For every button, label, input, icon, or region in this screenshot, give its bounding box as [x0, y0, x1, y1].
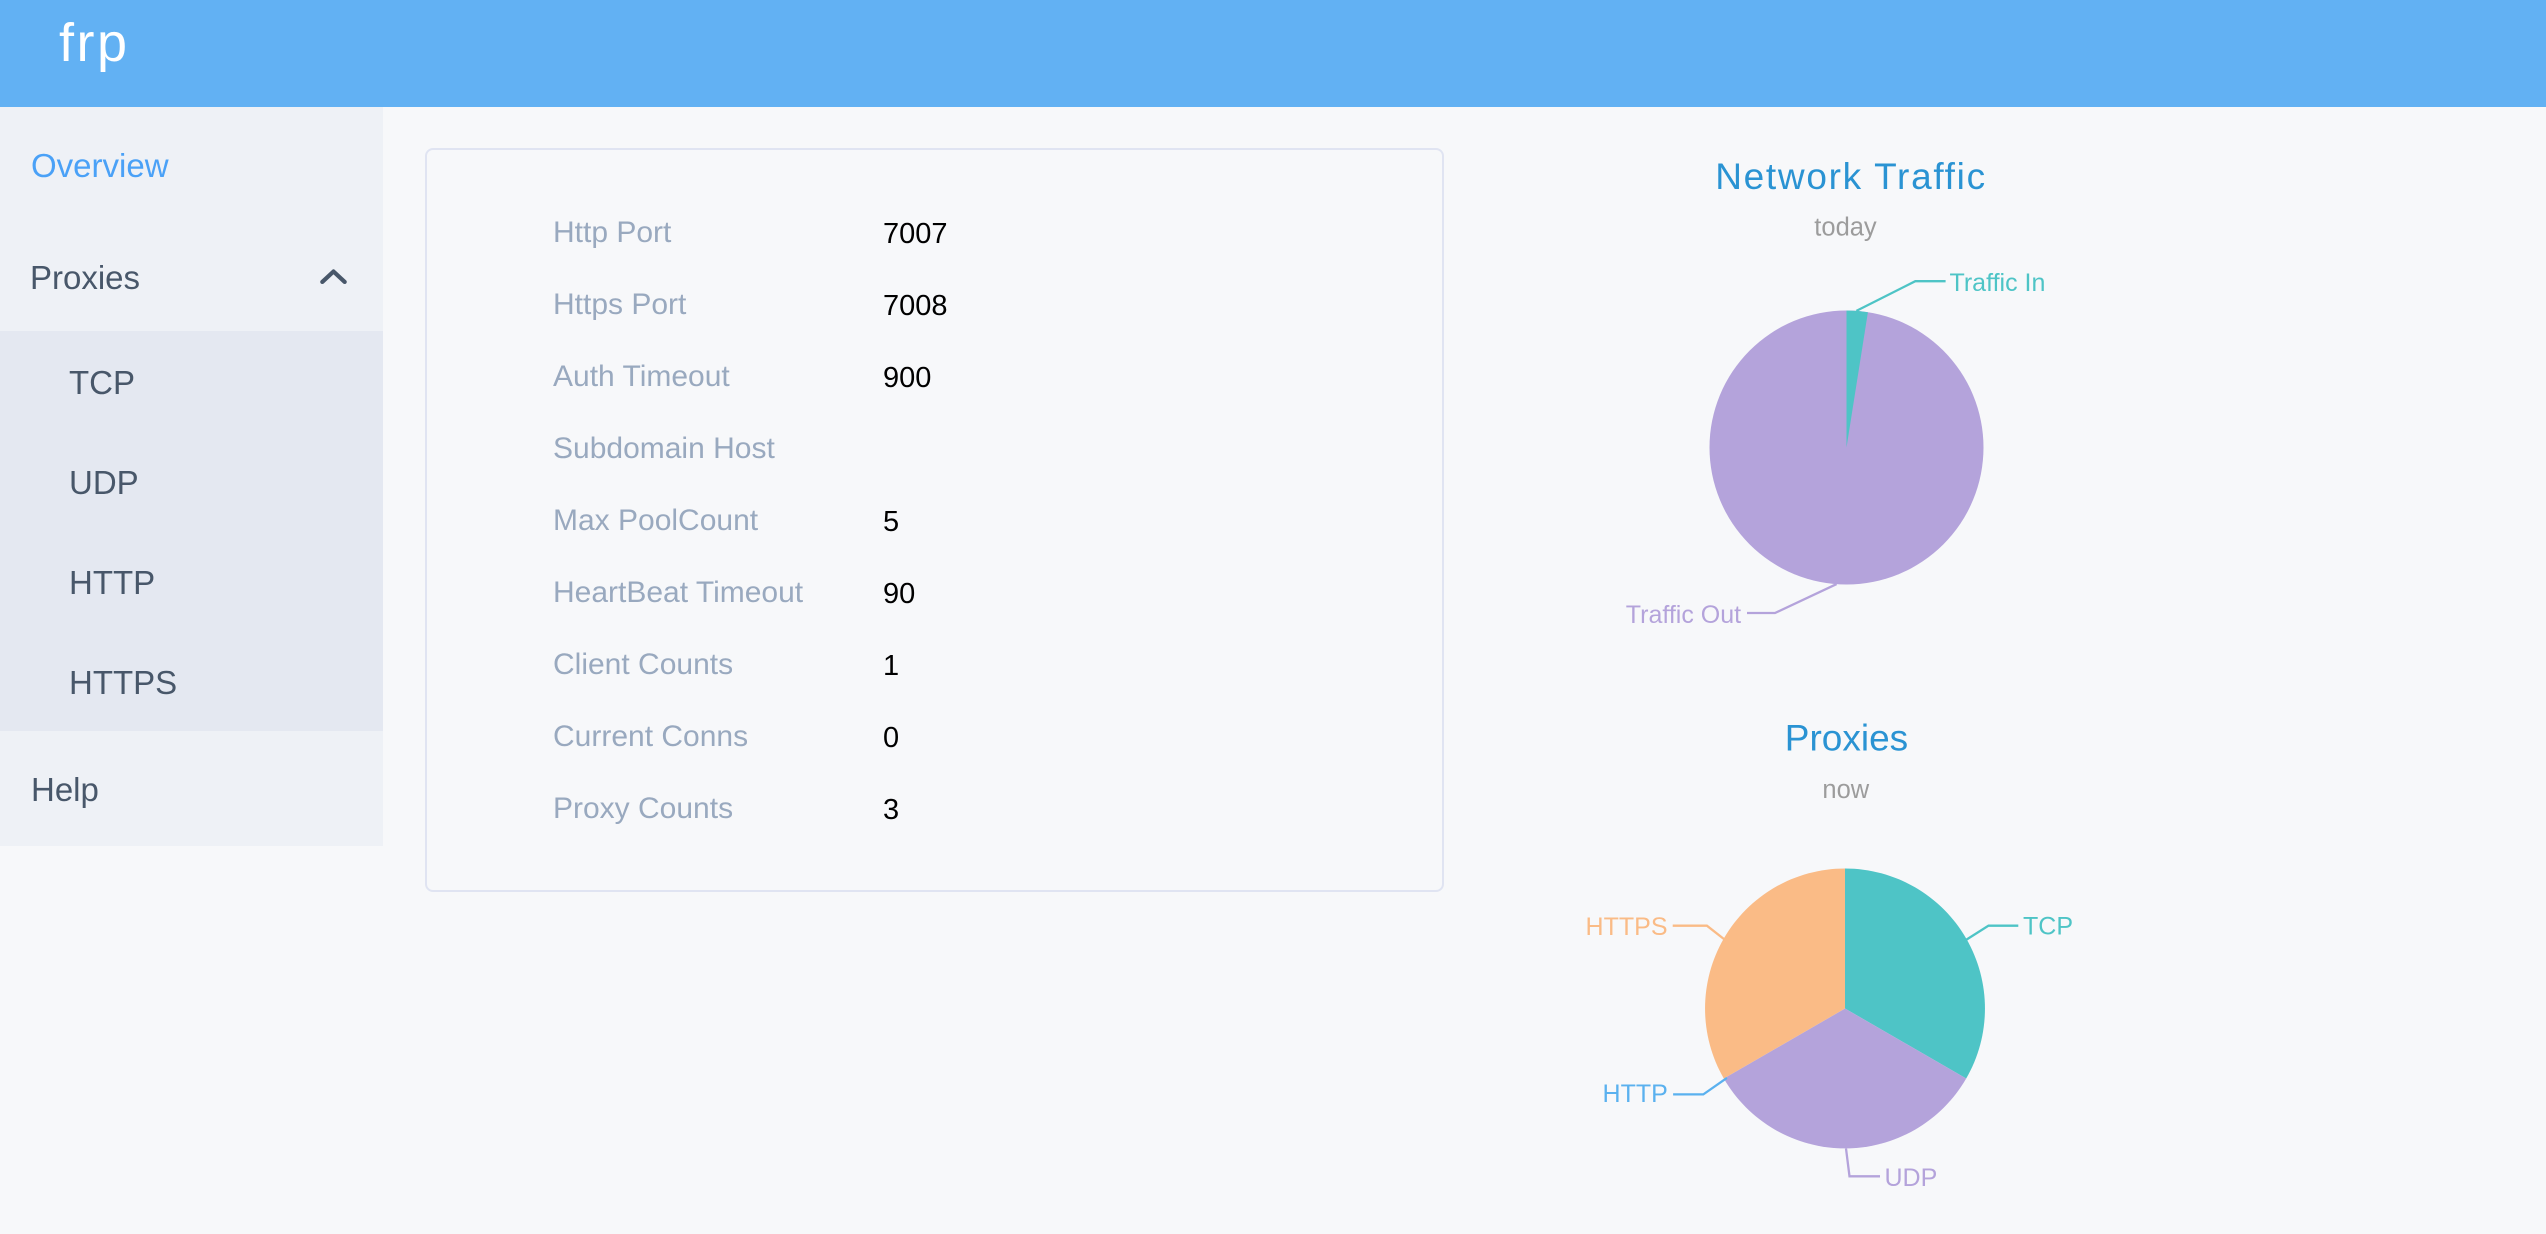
svg-text:Proxies: Proxies [1785, 717, 1908, 758]
svg-text:HTTP: HTTP [1603, 1080, 1668, 1108]
svg-text:Traffic In: Traffic In [1950, 269, 2046, 297]
svg-text:TCP: TCP [2023, 912, 2073, 940]
svg-text:now: now [1822, 776, 1869, 804]
svg-text:Network Traffic: Network Traffic [1715, 156, 1987, 197]
svg-text:HTTPS: HTTPS [1586, 913, 1668, 941]
svg-text:today: today [1814, 213, 1877, 241]
svg-text:UDP: UDP [1885, 1164, 1938, 1192]
svg-text:Traffic Out: Traffic Out [1626, 601, 1741, 629]
